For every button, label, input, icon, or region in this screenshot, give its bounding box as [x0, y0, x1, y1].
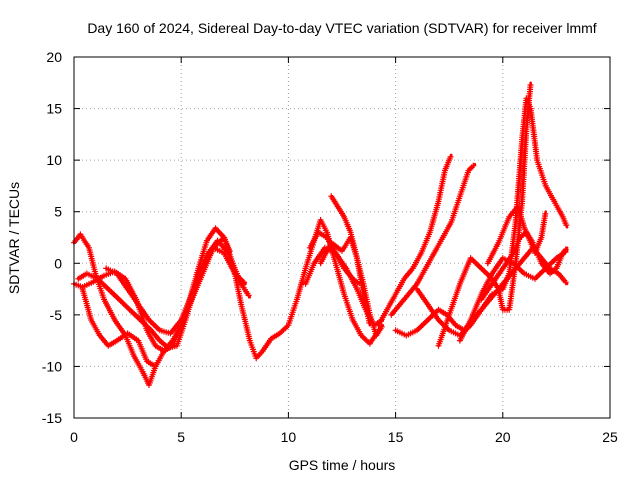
- x-tick-label: 5: [177, 429, 185, 445]
- series-layer: [71, 81, 570, 388]
- axis-ticks: 0 5 10 15 20 25 -15 -10 -5 0 5 10 15 20: [42, 49, 618, 445]
- x-tick-label: 0: [70, 429, 78, 445]
- series-line-track-16: [480, 231, 569, 301]
- series-markers-track-4: [79, 286, 157, 369]
- x-tick-label: 20: [495, 429, 511, 445]
- y-tick-label: 10: [46, 152, 62, 168]
- x-tick-label: 10: [281, 429, 297, 445]
- series-markers-track-17: [484, 203, 549, 267]
- plot-frame: [73, 56, 611, 419]
- y-tick-label: -15: [42, 410, 62, 426]
- x-axis-label: GPS time / hours: [289, 457, 396, 473]
- y-tick-label: 5: [54, 204, 62, 220]
- y-tick-label: 0: [54, 255, 62, 271]
- series-markers-track-10: [375, 153, 454, 329]
- y-axis-label: SDTVAR / TECUs: [6, 182, 22, 294]
- series-markers-track-11: [388, 162, 477, 318]
- y-tick-label: 15: [46, 101, 62, 117]
- x-tick-label: 15: [388, 429, 404, 445]
- series-markers-track-15: [456, 249, 569, 344]
- series-markers-track-8: [317, 234, 373, 326]
- series-markers-track-5: [103, 244, 247, 337]
- series-markers-track-9: [328, 193, 385, 339]
- y-tick-label: -5: [50, 307, 63, 323]
- chart-title: Day 160 of 2024, Sidereal Day-to-day VTE…: [87, 20, 596, 36]
- x-tick-label: 25: [602, 429, 618, 445]
- y-tick-label: 20: [46, 49, 62, 65]
- y-tick-label: -10: [42, 358, 62, 374]
